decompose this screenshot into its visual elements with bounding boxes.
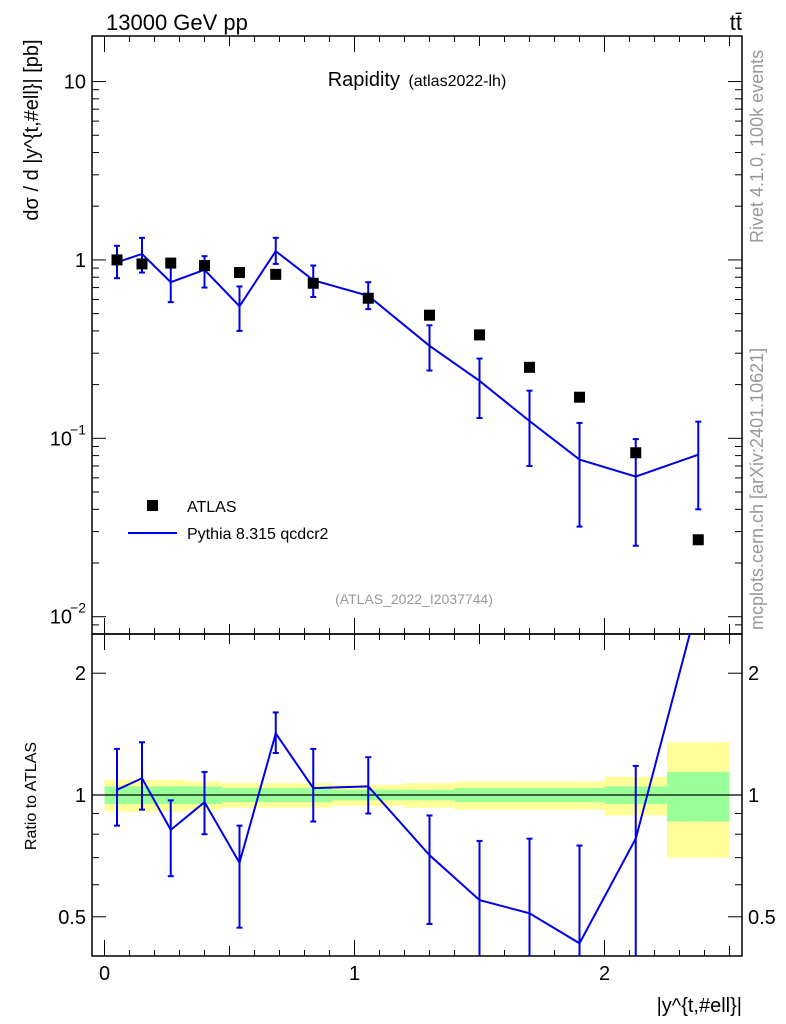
data-series — [111, 254, 704, 546]
data-point — [524, 361, 535, 373]
data-point — [111, 254, 123, 266]
mcplots-label: mcplots.cern.ch [arXiv:2401.10621] — [747, 348, 767, 630]
data-point — [424, 309, 435, 321]
ratio-tick-label-left: 0.5 — [58, 907, 86, 929]
legend-data-label: ATLAS — [187, 499, 237, 516]
y-tick-exponent: −1 — [70, 421, 86, 437]
chart-subtitle: (atlas2022-lh) — [408, 73, 506, 90]
data-point — [165, 257, 177, 269]
legend-mc-label: Pythia 8.315 qcdcr2 — [187, 526, 329, 543]
ratio-tick-label-right: 2 — [748, 663, 759, 685]
ratio-axis-label: Ratio to ATLAS — [23, 742, 40, 850]
beam-label: 13000 GeV pp — [106, 10, 248, 35]
x-axis-label: |y^{t,#ell}| — [657, 995, 742, 1017]
chart-title: Rapidity (atlas2022-lh) — [328, 69, 507, 91]
band-inner-bin — [667, 771, 730, 822]
y-tick-label: 10 — [50, 607, 72, 629]
y-axis-label: dσ / d |y^{t,#ell}| [pb] — [21, 39, 43, 220]
rivet-version-label: Rivet 4.1.0, 100k events — [747, 50, 767, 243]
mc-ratio-line — [116, 633, 691, 945]
data-point — [692, 534, 704, 546]
y-tick-exponent: −2 — [70, 600, 86, 616]
y-tick-label: 10 — [64, 72, 86, 94]
ratio-tick-label-right: 1 — [748, 785, 759, 807]
y-tick-label: 1 — [75, 250, 86, 272]
data-point — [307, 277, 319, 289]
ratio-tick-label-left: 1 — [75, 785, 86, 807]
data-point — [136, 258, 148, 270]
process-label: tt̄ — [730, 10, 742, 35]
ratio-tick-label-right: 0.5 — [748, 907, 776, 929]
x-tick-label: 2 — [599, 963, 610, 985]
mc-ratio-series — [114, 633, 691, 956]
mc-line — [116, 249, 699, 478]
data-point — [199, 260, 210, 272]
data-point — [474, 329, 485, 341]
ratio-tick-label-left: 2 — [75, 663, 86, 685]
x-tick-label: 0 — [99, 963, 110, 985]
data-point — [362, 292, 374, 304]
y-tick-label: 10 — [50, 428, 72, 450]
legend-data-marker — [147, 500, 158, 511]
data-point — [234, 267, 245, 279]
data-point — [630, 447, 642, 459]
data-point — [574, 391, 585, 403]
analysis-watermark: (ATLAS_2022_I2037744) — [335, 591, 493, 607]
data-point — [270, 268, 282, 280]
x-tick-label: 1 — [349, 963, 360, 985]
legend: ATLAS Pythia 8.315 qcdcr2 — [128, 499, 329, 543]
chart-title-main: Rapidity — [328, 69, 400, 91]
